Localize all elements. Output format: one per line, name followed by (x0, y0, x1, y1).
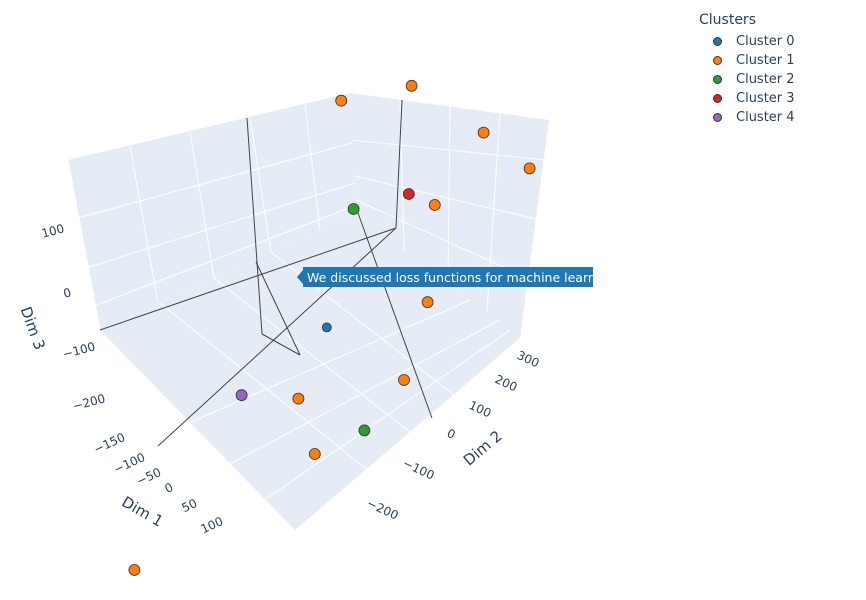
data-point-cluster-1[interactable] (523, 162, 536, 175)
z-axis-title: Dim 3 (17, 304, 49, 352)
floor (100, 213, 520, 530)
data-point-cluster-1[interactable] (421, 296, 434, 309)
legend-label: Cluster 3 (736, 91, 795, 106)
legend-item-cluster-4[interactable]: Cluster 4 (690, 108, 860, 127)
z-tick: −100 (61, 339, 96, 361)
z-tick: −200 (71, 391, 106, 413)
data-point-cluster-1[interactable] (128, 564, 141, 576)
data-point-cluster-1[interactable] (308, 448, 321, 460)
y-tick: 300 (515, 348, 542, 370)
tooltip-text: We discussed loss functions for machine … (307, 270, 615, 285)
data-point-cluster-1[interactable] (335, 94, 348, 107)
data-point-cluster-1[interactable] (405, 79, 418, 92)
axis-lines (99, 99, 433, 447)
x-tick: −50 (134, 465, 163, 488)
hover-tooltip: We discussed loss functions for machine … (297, 267, 615, 287)
legend-items: Cluster 0 Cluster 1 Cluster 2 Cluster 3 Clus… (690, 32, 860, 127)
legend-marker-icon (713, 75, 722, 84)
data-point-cluster-0[interactable] (321, 322, 332, 333)
data-point-cluster-1[interactable] (428, 199, 441, 211)
data-point-cluster-2[interactable] (358, 424, 371, 437)
legend: Clusters Cluster 0 Cluster 1 Cluster 2 Clus… (690, 8, 860, 127)
tooltip-box (303, 267, 593, 287)
legend-item-cluster-1[interactable]: Cluster 1 (690, 51, 860, 70)
legend-marker-icon (713, 94, 722, 103)
z-axis-ticks: 100 0 −100 −200 (40, 221, 107, 413)
data-point-cluster-3[interactable] (402, 188, 415, 200)
legend-item-cluster-0[interactable]: Cluster 0 (690, 32, 860, 51)
x-tick: 0 (162, 480, 175, 496)
legend-label: Cluster 1 (736, 53, 795, 68)
legend-label: Cluster 0 (736, 34, 795, 49)
x-tick: 100 (199, 514, 226, 536)
y-tick: −200 (365, 496, 401, 523)
legend-item-cluster-3[interactable]: Cluster 3 (690, 89, 860, 108)
legend-item-cluster-2[interactable]: Cluster 2 (690, 70, 860, 89)
y-tick: 100 (467, 398, 494, 420)
legend-title: Clusters (699, 12, 756, 28)
tooltip-pointer (297, 270, 303, 284)
legend-label: Cluster 4 (736, 110, 795, 125)
legend-label: Cluster 2 (736, 72, 795, 87)
data-point-cluster-2[interactable] (347, 203, 360, 215)
legend-marker-icon (713, 37, 722, 46)
data-point-cluster-4[interactable] (235, 389, 248, 402)
gridlines (67, 99, 546, 511)
y-axis-title: Dim 2 (460, 427, 506, 469)
x-tick: 50 (180, 496, 200, 515)
y-tick: 200 (493, 372, 520, 394)
back-wall-left (68, 93, 358, 330)
z-tick: 100 (40, 221, 66, 240)
data-point-cluster-1[interactable] (477, 126, 490, 139)
z-tick: 0 (62, 285, 73, 301)
data-point-cluster-1[interactable] (292, 392, 305, 405)
data-point-cluster-1[interactable] (398, 374, 410, 386)
x-tick: −150 (91, 430, 127, 457)
x-axis-title: Dim 1 (119, 493, 167, 531)
y-tick: 0 (445, 426, 458, 442)
legend-marker-icon (713, 113, 722, 122)
y-tick: −100 (401, 456, 437, 483)
legend-marker-icon (713, 56, 722, 65)
markers-layer (128, 79, 536, 576)
